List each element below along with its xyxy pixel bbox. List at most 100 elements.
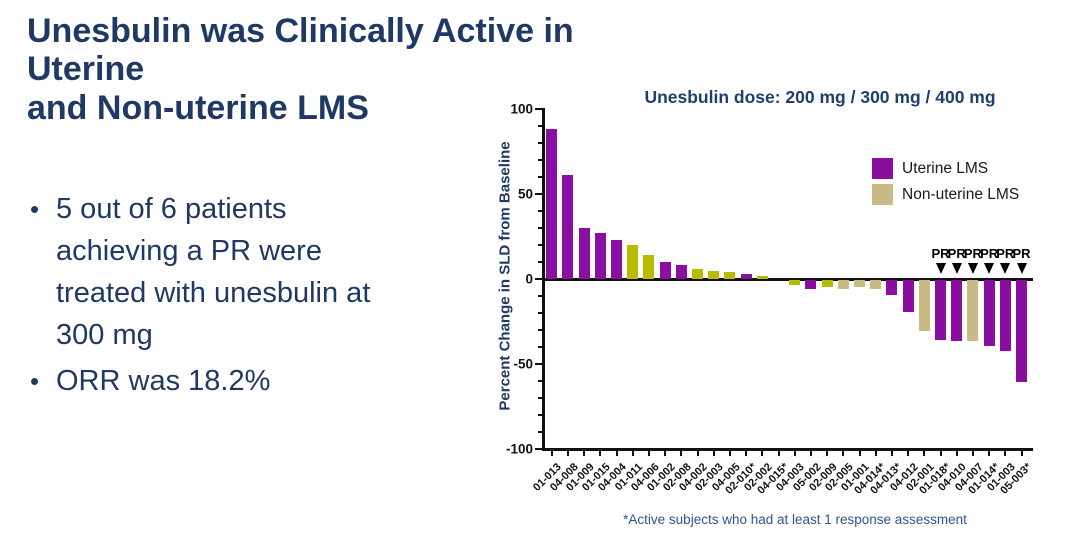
bar-01-011 bbox=[627, 245, 639, 279]
x-tick bbox=[761, 450, 764, 456]
x-tick bbox=[615, 450, 618, 456]
page-title-line1: Unesbulin was Clinically Active in Uteri… bbox=[27, 12, 574, 89]
bar-01-001 bbox=[854, 280, 865, 287]
page-title-line2: and Non-uterine LMS bbox=[27, 88, 369, 127]
bar-02-010* bbox=[740, 273, 752, 279]
y-minor-tick bbox=[538, 142, 542, 144]
y-minor-tick bbox=[538, 380, 542, 382]
bar-01-015 bbox=[594, 233, 606, 279]
pr-response-label: PR bbox=[1012, 246, 1031, 261]
x-tick bbox=[728, 450, 731, 456]
y-tick-label: 50 bbox=[517, 186, 533, 202]
legend-label: Uterine LMS bbox=[902, 159, 989, 177]
non-uterine-lms-swatch bbox=[872, 184, 893, 205]
pr-response-label: PR bbox=[947, 246, 966, 261]
x-tick bbox=[1004, 450, 1007, 456]
x-tick bbox=[955, 450, 958, 456]
x-tick bbox=[566, 450, 569, 456]
bullet-dot-icon: • bbox=[30, 366, 40, 397]
pr-triangle-icon bbox=[967, 263, 978, 274]
y-major-tick bbox=[535, 193, 542, 195]
x-tick bbox=[1020, 450, 1023, 456]
y-minor-tick bbox=[538, 159, 542, 161]
bullet-text: 5 out of 6 patients achieving a PR were … bbox=[56, 193, 371, 352]
pr-triangle-icon bbox=[935, 263, 946, 274]
bullet-text: ORR was 18.2% bbox=[56, 365, 271, 398]
x-tick bbox=[664, 450, 667, 456]
y-minor-tick bbox=[538, 176, 542, 178]
y-major-tick bbox=[535, 448, 542, 450]
bullet-item: • ORR was 18.2% bbox=[30, 360, 430, 402]
y-minor-tick bbox=[538, 312, 542, 314]
bar-04-008 bbox=[562, 175, 574, 279]
y-minor-tick bbox=[538, 244, 542, 246]
bar-05-003* bbox=[1016, 280, 1027, 382]
chart-title: Unesbulin dose: 200 mg / 300 mg / 400 mg bbox=[644, 87, 996, 107]
x-tick bbox=[712, 450, 715, 456]
x-tick bbox=[842, 450, 845, 456]
y-minor-tick bbox=[538, 295, 542, 297]
y-tick-label: 0 bbox=[525, 271, 533, 287]
x-tick bbox=[647, 450, 650, 456]
y-minor-tick bbox=[538, 414, 542, 416]
x-tick bbox=[939, 450, 942, 456]
bar-01-018* bbox=[935, 280, 946, 340]
x-tick bbox=[745, 450, 748, 456]
x-tick bbox=[680, 450, 683, 456]
pr-response-label: PR bbox=[980, 246, 999, 261]
pr-response-label: PR bbox=[963, 246, 982, 261]
pr-triangle-icon bbox=[951, 263, 962, 274]
bar-01-009 bbox=[578, 228, 590, 279]
bar-01-014* bbox=[983, 280, 995, 347]
y-minor-tick bbox=[538, 346, 542, 348]
bar-04-002 bbox=[692, 268, 703, 279]
bar-04-012 bbox=[902, 280, 914, 313]
x-tick bbox=[550, 450, 553, 456]
bar-02-009 bbox=[821, 280, 833, 287]
y-major-tick bbox=[535, 363, 542, 365]
x-tick bbox=[988, 450, 991, 456]
bullet-list: • 5 out of 6 patients achieving a PR wer… bbox=[30, 188, 430, 406]
page-title: Unesbulin was Clinically Active in Uteri… bbox=[27, 12, 647, 127]
x-tick bbox=[793, 450, 796, 456]
y-minor-tick bbox=[538, 261, 542, 263]
bar-01-013 bbox=[546, 129, 558, 279]
bar-02-001 bbox=[918, 280, 930, 331]
y-tick-label: -50 bbox=[513, 356, 533, 372]
bar-04-007 bbox=[967, 280, 979, 342]
bar-01-003 bbox=[999, 280, 1011, 352]
pr-response-label: PR bbox=[931, 246, 950, 261]
chart-footnote: *Active subjects who had at least 1 resp… bbox=[623, 512, 967, 527]
chart-legend: Uterine LMS Non-uterine LMS bbox=[872, 158, 1019, 210]
bar-04-005 bbox=[724, 272, 736, 279]
bar-02-005 bbox=[837, 280, 849, 289]
bar-02-003 bbox=[708, 270, 720, 279]
y-minor-tick bbox=[538, 431, 542, 433]
bar-04-006 bbox=[643, 255, 655, 279]
y-major-tick bbox=[535, 108, 542, 110]
pr-response-label: PR bbox=[996, 246, 1015, 261]
x-axis-line bbox=[542, 448, 1033, 451]
legend-item-uterine: Uterine LMS bbox=[872, 158, 1019, 179]
y-minor-tick bbox=[538, 227, 542, 229]
x-tick bbox=[777, 450, 780, 456]
x-tick bbox=[809, 450, 812, 456]
y-minor-tick bbox=[538, 210, 542, 212]
x-tick bbox=[696, 450, 699, 456]
y-tick-label: -100 bbox=[505, 441, 533, 457]
x-tick bbox=[858, 450, 861, 456]
legend-label: Non-uterine LMS bbox=[902, 185, 1020, 203]
x-tick bbox=[907, 450, 910, 456]
pr-triangle-icon bbox=[1016, 263, 1027, 274]
pr-triangle-icon bbox=[984, 263, 995, 274]
pr-triangle-icon bbox=[1000, 263, 1011, 274]
x-tick bbox=[874, 450, 877, 456]
uterine-lms-swatch bbox=[872, 158, 893, 179]
bar-01-002 bbox=[659, 262, 671, 279]
x-tick bbox=[971, 450, 974, 456]
x-tick bbox=[631, 450, 634, 456]
bullet-dot-icon: • bbox=[30, 194, 40, 224]
x-tick bbox=[583, 450, 586, 456]
bar-02-008 bbox=[675, 265, 687, 279]
bar-04-014* bbox=[870, 280, 882, 289]
